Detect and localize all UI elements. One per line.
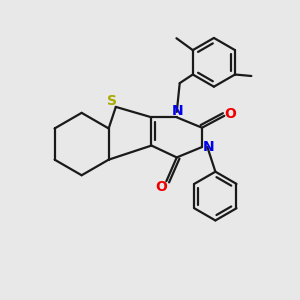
Text: N: N xyxy=(172,104,184,118)
Text: O: O xyxy=(224,107,236,121)
Text: N: N xyxy=(203,140,214,154)
Text: O: O xyxy=(155,180,167,194)
Text: S: S xyxy=(107,94,117,108)
